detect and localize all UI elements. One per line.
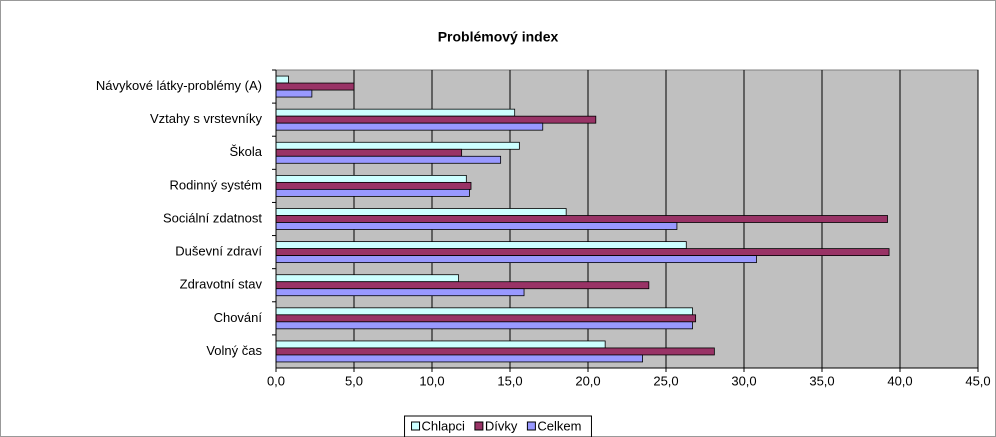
bar [275, 208, 567, 216]
x-tick-label: 10,0 [419, 373, 444, 388]
y-tick-label: Chování [214, 310, 263, 325]
bar [275, 148, 463, 157]
y-tick-label: Duševní zdraví [175, 244, 262, 259]
y-tick-label: Vztahy s vrstevníky [150, 111, 262, 126]
legend-box [404, 415, 592, 437]
bar [275, 281, 650, 290]
bar [275, 307, 693, 316]
x-tick-label: 20,0 [575, 373, 600, 388]
bar [275, 122, 544, 131]
bar [275, 82, 355, 91]
bar [275, 340, 606, 349]
x-tick-label: 30,0 [731, 373, 756, 388]
bar [275, 155, 502, 164]
x-tick-label: 40,0 [887, 373, 912, 388]
bar [275, 141, 520, 150]
x-tick-label: 45,0 [965, 373, 990, 388]
chart-title: Problémový index [438, 29, 559, 45]
bar [275, 174, 467, 183]
bar [275, 108, 516, 117]
bar [275, 115, 597, 124]
x-tick-label: 0,0 [267, 373, 285, 388]
bar [275, 274, 459, 283]
x-tick-label: 15,0 [497, 373, 522, 388]
y-tick-label: Zdravotní stav [180, 277, 263, 292]
bar [275, 215, 888, 223]
y-tick-label: Rodinný systém [170, 177, 262, 192]
y-tick-label: Sociální zdatnost [163, 210, 262, 225]
x-tick-label: 5,0 [345, 373, 363, 388]
bar [275, 354, 644, 363]
legend-swatch [526, 421, 536, 431]
legend-label: Dívky [485, 418, 518, 433]
bar [275, 75, 289, 84]
x-tick-label: 25,0 [653, 373, 678, 388]
bar [275, 181, 472, 190]
y-tick-label: Návykové látky-problémy (A) [96, 78, 262, 93]
legend: Chlapci Dívky Celkem [404, 415, 592, 437]
legend-swatch [411, 421, 421, 431]
bar [275, 241, 687, 250]
bar [275, 347, 715, 356]
bar [275, 321, 693, 330]
legend-label: Celkem [537, 418, 581, 433]
bar [275, 188, 470, 197]
y-tick-label: Volný čas [206, 343, 262, 358]
legend-label: Chlapci [422, 418, 465, 433]
legend-swatch [474, 421, 484, 431]
bar [275, 222, 678, 230]
bar [275, 255, 757, 264]
y-tick-label: Škola [229, 144, 262, 159]
bar [275, 248, 890, 257]
x-tick-label: 35,0 [809, 373, 834, 388]
bar [275, 89, 313, 98]
bar [275, 314, 697, 323]
bar [275, 288, 525, 297]
